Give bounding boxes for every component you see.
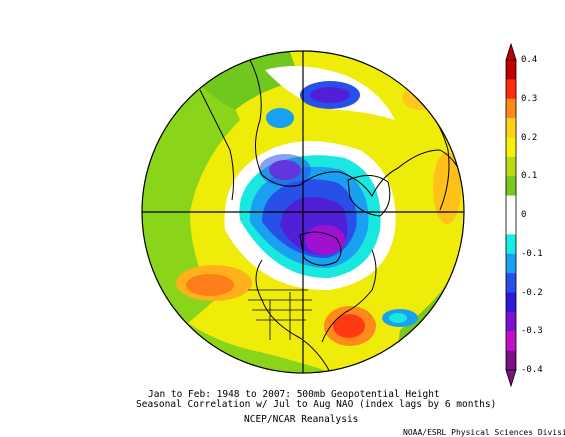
colorbar-swatch	[506, 215, 516, 235]
field-cyan-southeast	[389, 313, 407, 323]
coastline-asia	[199, 89, 235, 201]
colorbar-tick-label: -0.3	[521, 326, 543, 337]
state-borders	[248, 289, 312, 340]
colorbar-tick-label: 0.4	[521, 55, 538, 65]
caption-dataset: NCEP/NCAR Reanalysis	[244, 414, 359, 425]
colorbar-tick-label: -0.4	[521, 365, 543, 375]
credit-line: NOAA/ESRL Physical Sciences Division	[403, 428, 565, 437]
colorbar-swatch	[506, 311, 516, 332]
field-red-atlantic-core	[333, 314, 365, 338]
caption-title: Jan to Feb: 1948 to 2007: 500mb Geopoten…	[148, 389, 440, 400]
field-blue-north	[259, 154, 311, 186]
colorbar-tick-label: 0.2	[521, 132, 538, 143]
colorbar-tick-label: -0.2	[521, 287, 543, 298]
colorbar-swatch	[506, 350, 516, 371]
field-green-west	[142, 74, 240, 330]
colorbar-tick-label: 0	[521, 210, 527, 220]
field-lightblue-northwest	[266, 108, 294, 128]
caption-subtitle: Seasonal Correlation w/ Jul to Aug NAO (…	[136, 399, 497, 410]
colorbar-swatch	[506, 156, 516, 177]
colorbar-tick-label: -0.1	[521, 248, 543, 259]
colorbar-swatch	[506, 331, 516, 351]
colorbar-tick-label: 0.1	[521, 171, 538, 182]
colorbar-swatch	[506, 292, 516, 313]
colorbar-max-arrow	[505, 42, 517, 61]
colorbar-swatch	[506, 60, 516, 80]
colorbar-swatch	[506, 137, 516, 158]
coastlines	[199, 59, 463, 373]
colorbar-swatch	[506, 79, 516, 100]
colorbar-swatch	[506, 253, 516, 274]
colorbar-swatch	[506, 98, 516, 119]
colorbar-swatch	[506, 273, 516, 293]
colorbar-swatch	[506, 118, 516, 138]
colorbar-swatch	[506, 176, 516, 196]
colorbar-tick-label: 0.3	[521, 93, 538, 104]
colorbar	[505, 42, 517, 388]
coastline-north-america-east	[321, 249, 377, 343]
colorbar-swatch	[506, 195, 516, 216]
field-orange-pacific-core	[186, 274, 234, 296]
coastline-greenland	[347, 175, 391, 217]
colorbar-min-arrow	[505, 369, 517, 388]
coastline-arctic	[249, 59, 463, 198]
field-darkblue-arctic	[310, 87, 350, 103]
map-boundary	[141, 50, 465, 374]
coastline-hudson-bay	[299, 231, 342, 266]
field-purple-core	[305, 225, 345, 255]
coastline-north-america-west	[255, 259, 331, 373]
colorbar-swatch	[506, 234, 516, 255]
